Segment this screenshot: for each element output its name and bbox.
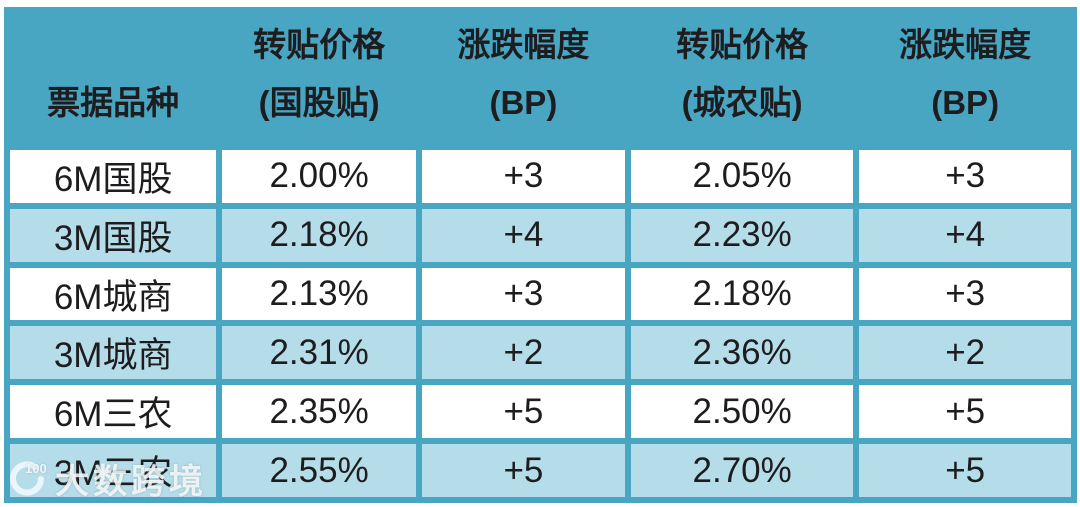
cell-change-chengnong: +2 (853, 320, 1077, 386)
column-header-bill-type: 票据品种 (3, 7, 223, 150)
cell-change-guogu: +2 (415, 320, 631, 386)
header-row: 票据品种 转贴价格 (国股贴) 涨跌幅度 (BP) 转贴价格 (城农贴) (3, 7, 1077, 150)
cell-price-chengnong: 2.23% (624, 202, 860, 268)
cell-change-guogu: +4 (415, 202, 631, 268)
cell-price-guogu: 2.31% (216, 320, 422, 386)
cell-price-guogu: 2.18% (216, 202, 422, 268)
cell-price-guogu: 2.35% (216, 379, 422, 445)
cell-bill-type: 3M城商 (3, 320, 223, 386)
column-header-price-guogu: 转贴价格 (国股贴) (216, 7, 422, 150)
column-header-change-bp-guogu: 涨跌幅度 (BP) (415, 7, 631, 150)
header-label-line1: 涨跌幅度 (457, 26, 590, 63)
rates-table-container: 票据品种 转贴价格 (国股贴) 涨跌幅度 (BP) 转贴价格 (城农贴) (3, 7, 1077, 503)
cell-change-guogu: +3 (415, 261, 631, 327)
column-header-change-bp-chengnong: 涨跌幅度 (BP) (853, 7, 1077, 150)
cell-price-chengnong: 2.50% (624, 379, 860, 445)
table-row: 6M城商 2.13% +3 2.18% +3 (3, 261, 1077, 327)
cell-change-chengnong: +3 (853, 261, 1077, 327)
header-label-line2: (城农贴) (681, 84, 803, 121)
header-label-line2: (国股贴) (258, 84, 380, 121)
cell-change-guogu: +3 (415, 144, 631, 209)
header-label-line2: (BP) (489, 84, 558, 121)
bill-rates-table: 票据品种 转贴价格 (国股贴) 涨跌幅度 (BP) 转贴价格 (城农贴) (3, 7, 1077, 503)
header-label: 票据品种 (47, 84, 180, 121)
cell-change-chengnong: +5 (853, 379, 1077, 445)
cell-price-guogu: 2.55% (216, 438, 422, 503)
cell-bill-type: 6M国股 (3, 144, 223, 209)
cell-price-guogu: 2.13% (216, 261, 422, 327)
table-row: 3M国股 2.18% +4 2.23% +4 (3, 202, 1077, 268)
header-label-line1: 转贴价格 (676, 26, 809, 63)
cell-price-guogu: 2.00% (216, 144, 422, 209)
cell-price-chengnong: 2.70% (624, 438, 860, 503)
cell-price-chengnong: 2.18% (624, 261, 860, 327)
header-label-line1: 转贴价格 (253, 26, 386, 63)
cell-change-chengnong: +3 (853, 144, 1077, 209)
table-row: 3M三农 2.55% +5 2.70% +5 (3, 438, 1077, 503)
cell-bill-type: 6M城商 (3, 261, 223, 327)
header-label-line2: (BP) (931, 84, 1000, 121)
cell-bill-type: 6M三农 (3, 379, 223, 445)
table-row: 6M国股 2.00% +3 2.05% +3 (3, 144, 1077, 209)
column-header-price-chengnong: 转贴价格 (城农贴) (624, 7, 860, 150)
cell-change-guogu: +5 (415, 379, 631, 445)
cell-price-chengnong: 2.05% (624, 144, 860, 209)
header-label-line1: 涨跌幅度 (899, 26, 1032, 63)
cell-bill-type: 3M三农 (3, 438, 223, 503)
table-row: 6M三农 2.35% +5 2.50% +5 (3, 379, 1077, 445)
cell-change-chengnong: +5 (853, 438, 1077, 503)
cell-change-chengnong: +4 (853, 202, 1077, 268)
cell-price-chengnong: 2.36% (624, 320, 860, 386)
cell-change-guogu: +5 (415, 438, 631, 503)
cell-bill-type: 3M国股 (3, 202, 223, 268)
table-row: 3M城商 2.31% +2 2.36% +2 (3, 320, 1077, 386)
